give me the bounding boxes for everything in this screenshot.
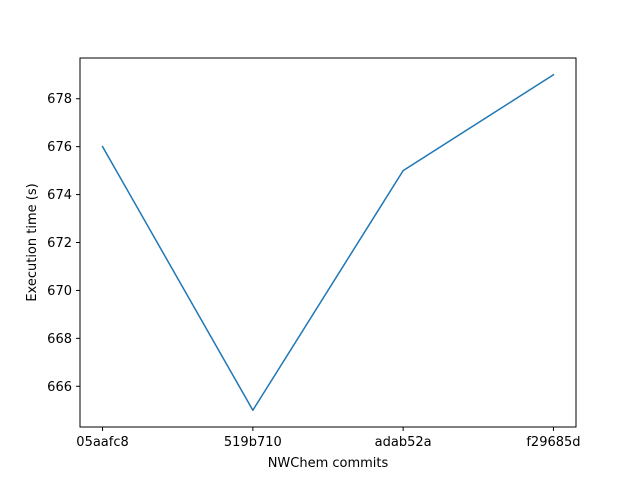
y-tick-label: 666 — [47, 380, 72, 395]
x-axis: 05aafc8 519b710 adab52a f29685d — [76, 427, 581, 450]
series-layer — [101, 73, 555, 411]
x-tick-label: f29685d — [526, 435, 580, 450]
x-axis-label: NWChem commits — [268, 456, 389, 471]
x-tick-label: 05aafc8 — [76, 435, 128, 450]
y-tick-label: 670 — [47, 284, 72, 299]
y-axis-label: Execution time (s) — [25, 183, 40, 301]
y-tick-label: 678 — [47, 92, 72, 107]
x-tick-label: 519b710 — [224, 435, 282, 450]
axes-frame — [79, 57, 577, 428]
y-axis: 666 668 670 672 674 676 678 — [47, 92, 80, 395]
series-line — [101, 73, 555, 411]
x-tick-label: adab52a — [375, 435, 432, 450]
y-tick-label: 674 — [47, 188, 72, 203]
y-tick-label: 676 — [47, 140, 72, 155]
y-tick-label: 672 — [47, 236, 72, 251]
y-tick-label: 668 — [47, 332, 72, 347]
